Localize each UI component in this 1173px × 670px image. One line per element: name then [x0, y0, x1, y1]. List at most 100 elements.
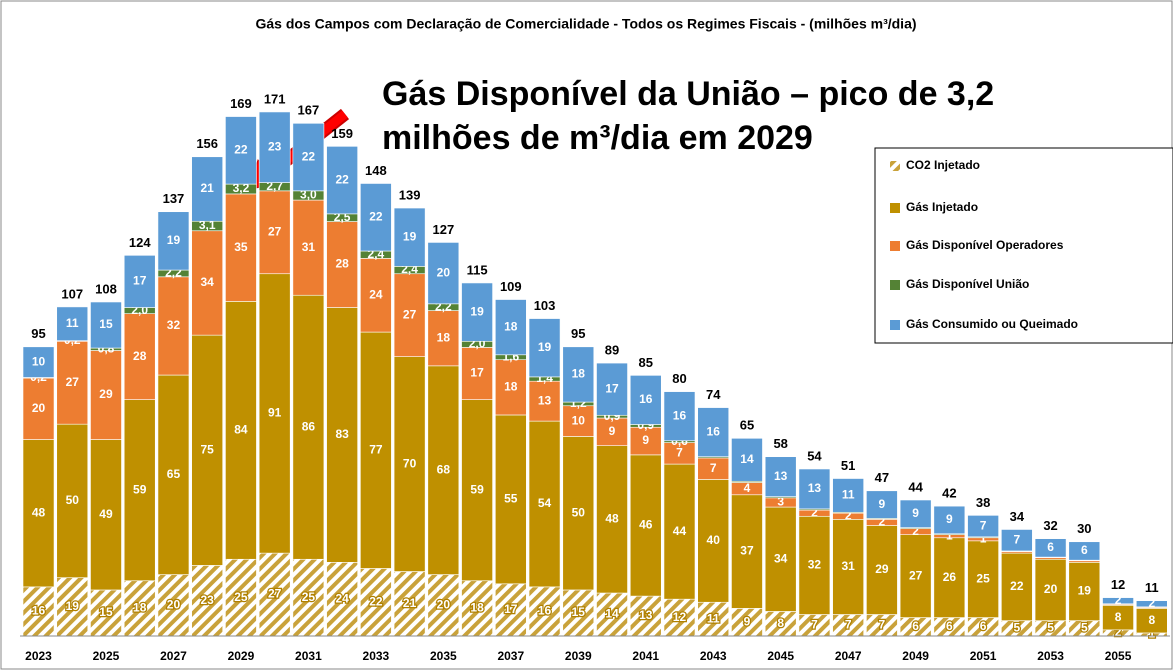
bar-segment	[393, 207, 426, 267]
bar-segment	[461, 347, 493, 400]
x-tick-label: 2037	[497, 649, 524, 663]
bar-segment	[326, 146, 358, 215]
bar-segment	[191, 230, 224, 336]
data-label: 11	[707, 611, 720, 625]
bar-segment	[292, 294, 325, 560]
data-label: 22	[369, 594, 383, 608]
total-label: 167	[298, 103, 320, 118]
data-label: 13	[538, 393, 552, 407]
data-label: 11	[66, 316, 79, 330]
bar-segment	[697, 479, 730, 603]
bar-segment	[427, 242, 460, 305]
bar-segment	[326, 562, 358, 637]
x-tick-label: 2023	[25, 649, 52, 663]
legend-label: Gás Disponível Operadores	[906, 238, 1064, 252]
bar-segment	[596, 445, 628, 594]
bar-segment	[629, 426, 662, 456]
data-label: 49	[99, 507, 113, 521]
data-label: 35	[234, 240, 248, 254]
x-tick-label: 2045	[767, 649, 794, 663]
bar-segment	[90, 350, 122, 440]
total-label: 38	[976, 495, 990, 510]
total-label: 103	[534, 298, 556, 313]
data-label: 27	[909, 568, 923, 582]
data-label: 2	[1148, 596, 1155, 610]
data-label: 48	[605, 512, 619, 526]
bar-segment	[629, 375, 662, 425]
data-label: 27	[66, 375, 80, 389]
data-label: 14	[740, 452, 754, 466]
bar-segment	[562, 405, 595, 437]
data-label: 18	[504, 319, 518, 333]
data-label: 14	[605, 607, 619, 621]
data-label: 17	[470, 366, 484, 380]
bar-segment	[663, 463, 696, 600]
legend-box	[874, 147, 1173, 344]
legend-label: Gás Injetado	[906, 200, 978, 214]
data-label: 4	[744, 481, 751, 495]
data-label: 5	[1047, 620, 1054, 634]
x-tick-label: 2029	[228, 649, 255, 663]
total-label: 148	[365, 163, 387, 178]
data-label: 20	[32, 401, 46, 415]
bar-segment	[933, 537, 966, 618]
legend-label: Gás Disponível União	[906, 277, 1029, 291]
total-label: 30	[1077, 521, 1091, 536]
bar-segment	[562, 346, 595, 403]
bar-segment	[764, 611, 797, 637]
bar-segment	[1001, 552, 1033, 621]
annotation: Gás Disponível da União – pico de 3,2	[382, 75, 994, 113]
data-label: 9	[744, 614, 751, 628]
total-label: 169	[230, 96, 252, 111]
data-label: 23	[268, 139, 282, 153]
x-tick-label: 2049	[902, 649, 929, 663]
bar-segment	[393, 356, 426, 572]
bar-segment	[663, 598, 696, 637]
data-label: 13	[774, 469, 788, 483]
data-label: 19	[470, 304, 484, 318]
data-label: 84	[234, 422, 248, 436]
data-label: 1	[980, 531, 987, 545]
bar-segment	[1068, 562, 1101, 621]
data-label: 2	[1115, 593, 1122, 607]
data-label: 9	[609, 424, 616, 438]
bar-segment	[832, 478, 864, 513]
bar-segment	[292, 123, 325, 192]
data-label: 22	[1010, 579, 1024, 593]
data-label: 7	[845, 617, 852, 631]
x-tick-label: 2053	[1037, 649, 1064, 663]
bar-segment	[123, 255, 156, 308]
data-label: 22	[369, 209, 383, 223]
data-label: 32	[808, 558, 822, 572]
bar-segment	[1068, 541, 1101, 561]
data-label: 16	[32, 604, 46, 618]
data-label: 22	[302, 149, 316, 163]
data-label: 20	[437, 265, 451, 279]
data-label: 9	[946, 512, 953, 526]
data-label: 18	[133, 601, 147, 615]
bar-segment	[461, 282, 493, 342]
total-label: 115	[467, 262, 488, 277]
data-label: 83	[335, 427, 349, 441]
bar-segment	[427, 574, 460, 637]
total-label: 156	[196, 136, 218, 151]
data-label: 7	[1013, 532, 1020, 546]
bar-segment	[461, 580, 493, 637]
data-label: 3	[777, 495, 784, 509]
bar-segment	[123, 313, 156, 400]
legend-swatch	[890, 203, 900, 213]
bar-segment	[697, 601, 730, 637]
x-tick-label: 2039	[565, 649, 592, 663]
data-label: 59	[133, 482, 147, 496]
bar-segment	[22, 586, 55, 637]
bar-segment	[1102, 597, 1134, 605]
data-label: 8	[777, 616, 784, 630]
data-label: 6	[1081, 543, 1088, 557]
total-label: 80	[672, 371, 686, 386]
bar-segment	[663, 391, 696, 442]
bar-segment	[157, 574, 190, 637]
data-label: 77	[369, 442, 383, 456]
total-label: 124	[129, 235, 151, 250]
total-label: 85	[639, 355, 653, 370]
